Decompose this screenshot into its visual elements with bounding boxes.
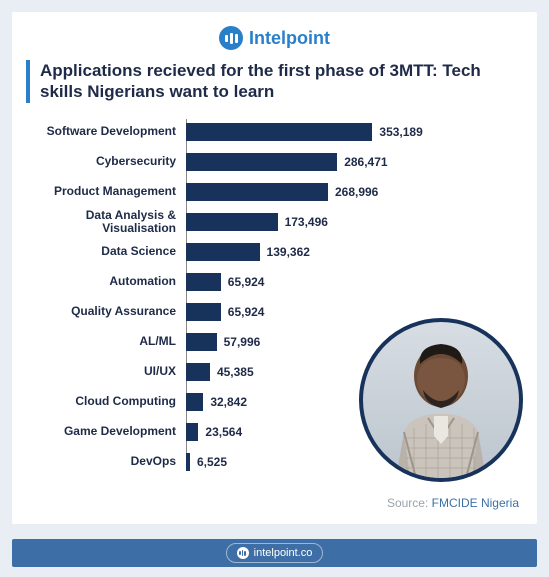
bar: [186, 453, 190, 471]
value-label: 23,564: [205, 425, 242, 439]
person-silhouette-icon: [376, 328, 506, 478]
chart-row: Data Science139,362: [186, 239, 523, 266]
value-label: 353,189: [379, 125, 422, 139]
category-label: Quality Assurance: [26, 305, 181, 318]
footer-logo-icon: [237, 547, 249, 559]
category-label: Cybersecurity: [26, 155, 181, 168]
brand-logo-icon: [219, 26, 243, 50]
category-label: Software Development: [26, 125, 181, 138]
bar: [186, 423, 198, 441]
value-label: 6,525: [197, 455, 227, 469]
brand-header: Intelpoint: [26, 26, 523, 50]
value-label: 173,496: [285, 215, 328, 229]
bar: [186, 393, 203, 411]
value-label: 139,362: [267, 245, 310, 259]
value-label: 268,996: [335, 185, 378, 199]
portrait-photo: [359, 318, 523, 482]
category-label: Game Development: [26, 425, 181, 438]
value-label: 57,996: [224, 335, 261, 349]
chart-row: Data Analysis & Visualisation173,496: [186, 209, 523, 236]
chart-row: Software Development353,189: [186, 119, 523, 146]
value-label: 65,924: [228, 305, 265, 319]
source-prefix: Source:: [387, 496, 432, 510]
chart-title: Applications recieved for the first phas…: [40, 60, 523, 103]
chart-row: Quality Assurance65,924: [186, 299, 523, 326]
bar: [186, 273, 221, 291]
value-label: 286,471: [344, 155, 387, 169]
category-label: Data Science: [26, 245, 181, 258]
bar: [186, 213, 278, 231]
value-label: 45,385: [217, 365, 254, 379]
category-label: Cloud Computing: [26, 395, 181, 408]
source-text: FMCIDE Nigeria: [432, 496, 519, 510]
bar: [186, 183, 328, 201]
value-label: 65,924: [228, 275, 265, 289]
bar: [186, 243, 260, 261]
bar: [186, 363, 210, 381]
bar: [186, 153, 337, 171]
chart-row: Product Management268,996: [186, 179, 523, 206]
category-label: DevOps: [26, 455, 181, 468]
footer-bar: intelpoint.co: [12, 539, 537, 567]
value-label: 32,842: [210, 395, 247, 409]
footer-url: intelpoint.co: [254, 547, 313, 559]
footer-pill: intelpoint.co: [226, 543, 324, 563]
bar: [186, 333, 217, 351]
chart-row: Cybersecurity286,471: [186, 149, 523, 176]
bar: [186, 123, 372, 141]
brand-name: Intelpoint: [249, 28, 330, 49]
chart-row: Automation65,924: [186, 269, 523, 296]
category-label: Automation: [26, 275, 181, 288]
bar: [186, 303, 221, 321]
category-label: AL/ML: [26, 335, 181, 348]
category-label: Data Analysis & Visualisation: [26, 209, 181, 235]
source-attribution: Source: FMCIDE Nigeria: [387, 496, 519, 510]
category-label: UI/UX: [26, 365, 181, 378]
category-label: Product Management: [26, 185, 181, 198]
title-container: Applications recieved for the first phas…: [26, 60, 523, 103]
chart-card: Intelpoint Applications recieved for the…: [12, 12, 537, 524]
